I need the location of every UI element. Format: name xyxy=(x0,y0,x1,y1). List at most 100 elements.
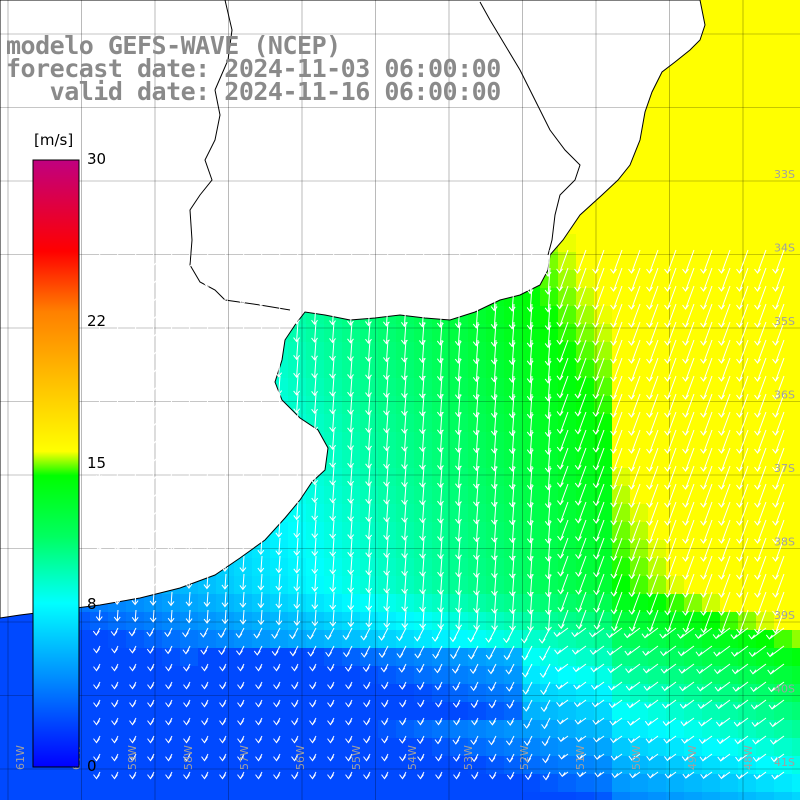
wind-arrow xyxy=(681,753,695,762)
wind-arrow xyxy=(347,609,355,628)
wind-cell xyxy=(18,702,37,721)
wind-arrow xyxy=(700,483,713,508)
wind-arrow xyxy=(311,555,319,575)
wind-arrow xyxy=(365,555,373,576)
wind-arrow xyxy=(544,357,552,384)
wind-arrow xyxy=(185,285,193,305)
wind-arrow xyxy=(311,393,319,414)
wind-arrow xyxy=(610,411,623,436)
wind-arrow xyxy=(491,555,498,579)
wind-cell xyxy=(648,594,667,613)
wind-arrow xyxy=(750,699,767,710)
wind-cell xyxy=(216,684,235,703)
wind-arrow xyxy=(167,393,175,411)
wind-arrow xyxy=(436,357,444,382)
wind-arrow xyxy=(275,483,283,503)
wind-arrow xyxy=(508,501,516,526)
wind-arrow xyxy=(644,717,659,727)
wind-arrow xyxy=(306,627,317,640)
wind-cell xyxy=(792,342,800,361)
wind-cell xyxy=(144,720,163,739)
wind-cell xyxy=(702,576,721,595)
wind-arrow xyxy=(239,249,247,270)
wind-cell xyxy=(630,324,649,343)
wind-arrow xyxy=(437,483,444,506)
wind-arrow xyxy=(473,555,480,578)
wind-arrow xyxy=(239,393,247,413)
wind-arrow xyxy=(526,393,534,419)
wind-arrow xyxy=(748,645,767,658)
wind-arrow xyxy=(113,447,121,463)
wind-cell xyxy=(630,774,649,793)
wind-arrow xyxy=(383,375,390,398)
wind-arrow xyxy=(557,483,569,506)
wind-cell xyxy=(630,198,649,217)
wind-cell xyxy=(630,522,649,541)
wind-cell xyxy=(108,792,127,800)
wind-cell xyxy=(288,684,307,703)
wind-arrow xyxy=(273,663,281,672)
wind-arrow xyxy=(700,501,713,526)
wind-cell xyxy=(342,702,361,721)
wind-arrow xyxy=(571,645,587,655)
wind-cell xyxy=(540,666,559,685)
wind-arrow xyxy=(167,465,175,482)
wind-cell xyxy=(792,522,800,541)
wind-arrow xyxy=(754,609,767,634)
wind-cell xyxy=(792,288,800,307)
wind-arrow xyxy=(293,519,301,539)
wind-arrow xyxy=(95,447,103,463)
wind-arrow xyxy=(129,699,137,708)
wind-arrow xyxy=(491,537,498,561)
wind-cell xyxy=(792,180,800,199)
wind-arrow xyxy=(311,321,318,343)
wind-cell xyxy=(792,54,800,73)
wind-cell xyxy=(792,630,800,649)
wind-arrow xyxy=(574,357,587,381)
wind-cell xyxy=(666,72,685,91)
wind-arrow xyxy=(365,321,372,345)
wind-arrow xyxy=(454,339,462,364)
wind-arrow xyxy=(574,393,587,417)
wind-cell xyxy=(666,684,685,703)
wind-cell xyxy=(702,792,721,800)
wind-cell xyxy=(738,54,757,73)
wind-cell xyxy=(576,414,595,433)
wind-arrow xyxy=(491,501,498,525)
wind-arrow xyxy=(628,393,641,418)
wind-cell xyxy=(144,666,163,685)
wind-cell xyxy=(648,648,667,667)
wind-cell xyxy=(774,54,793,73)
wind-cell xyxy=(270,756,289,775)
wind-arrow xyxy=(662,717,677,727)
wind-cell xyxy=(756,270,775,289)
wind-cell xyxy=(558,738,577,757)
wind-arrow xyxy=(149,375,157,393)
lon-label: 51W xyxy=(574,745,587,770)
wind-arrow xyxy=(643,681,659,692)
wind-cell xyxy=(270,666,289,685)
wind-arrow xyxy=(131,555,139,570)
wind-cell xyxy=(774,36,793,55)
wind-cell xyxy=(18,738,37,757)
wind-cell xyxy=(684,504,703,523)
wind-cell xyxy=(504,630,523,649)
wind-arrow xyxy=(398,663,407,673)
wind-arrow xyxy=(453,771,461,780)
wind-arrow xyxy=(664,429,677,454)
wind-cell xyxy=(612,180,631,199)
wind-cell xyxy=(198,738,217,757)
wind-cell xyxy=(216,666,235,685)
wind-arrow xyxy=(401,429,408,452)
wind-arrow xyxy=(772,357,785,382)
wind-arrow xyxy=(506,771,515,780)
wind-cell xyxy=(198,792,217,800)
wind-arrow xyxy=(646,429,659,454)
wind-arrow xyxy=(436,285,444,311)
wind-cell xyxy=(144,648,163,667)
wind-cell xyxy=(558,756,577,775)
wind-arrow xyxy=(146,645,155,654)
wind-arrow xyxy=(473,501,480,525)
wind-arrow xyxy=(489,717,497,726)
wind-arrow xyxy=(437,429,444,453)
